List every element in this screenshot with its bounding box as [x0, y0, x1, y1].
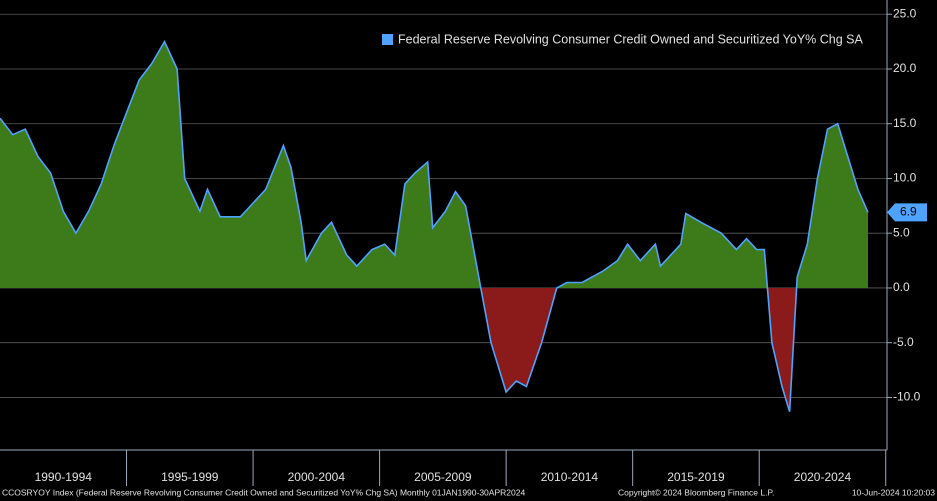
timestamp: 10-Jun-2024 10:20:03	[852, 487, 935, 497]
x-tick-label: 2015-2019	[667, 470, 725, 484]
legend-label: Federal Reserve Revolving Consumer Credi…	[398, 32, 863, 46]
y-tick-label: -10.0	[893, 390, 921, 404]
x-tick-label: 2020-2024	[794, 470, 852, 484]
x-tick-label: 1990-1994	[35, 470, 93, 484]
x-tick-label: 2005-2009	[414, 470, 472, 484]
y-tick-label: 0.0	[893, 280, 910, 294]
y-tick-label: 10.0	[893, 171, 917, 185]
negative-area	[480, 287, 797, 412]
last-value-badge	[887, 203, 927, 222]
y-tick-label: 15.0	[893, 116, 917, 130]
last-value-label: 6.9	[900, 205, 917, 219]
x-tick-label: 2000-2004	[288, 470, 346, 484]
x-tick-label: 1995-1999	[161, 470, 219, 484]
source: CCOSRYOY Index (Federal Reserve Revolvin…	[2, 487, 525, 497]
y-tick-label: 25.0	[893, 6, 917, 20]
line	[0, 39, 869, 412]
x-tick-label: 2010-2014	[541, 470, 599, 484]
y-tick-label: 5.0	[893, 225, 910, 239]
y-tick-label: -5.0	[893, 335, 914, 349]
copyright: Copyright© 2024 Bloomberg Finance L.P.	[618, 487, 774, 497]
positive-area	[0, 41, 868, 288]
legend-swatch	[382, 34, 393, 45]
legend: Federal Reserve Revolving Consumer Credi…	[382, 32, 863, 46]
y-tick-label: 20.0	[893, 61, 917, 75]
